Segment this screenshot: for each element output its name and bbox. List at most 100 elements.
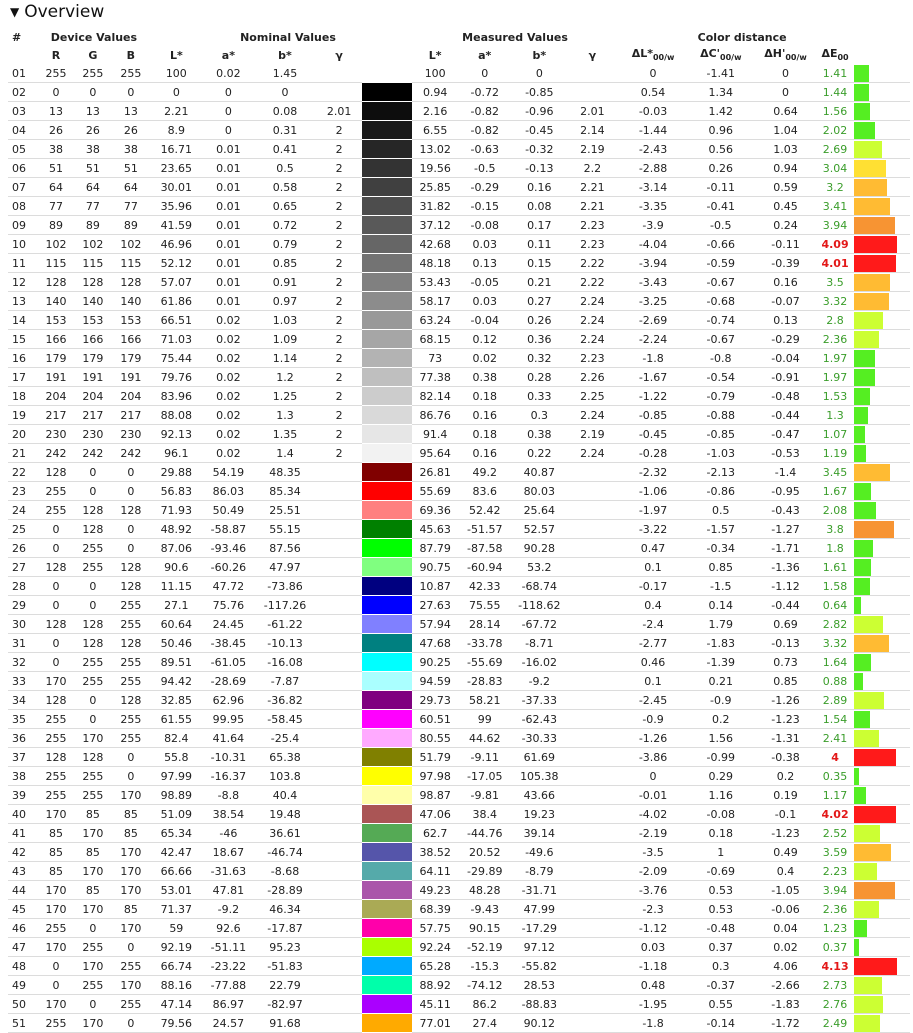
delta-h: -0.43 [753, 500, 818, 520]
nominal-l: 71.03 [149, 329, 204, 349]
measured-l: 98.87 [412, 785, 458, 805]
delta-h: -0.06 [753, 899, 818, 919]
measured-b: 0.16 [511, 177, 568, 197]
device-g: 128 [73, 500, 113, 520]
measured-l: 51.79 [412, 747, 458, 767]
delta-e-bar [852, 462, 910, 482]
color-swatch [361, 311, 413, 330]
nominal-l: 53.01 [149, 880, 204, 900]
measured-gamma [567, 747, 618, 767]
device-b: 51 [112, 158, 150, 178]
table-row: 38 255 255 0 97.99 -16.37 103.8 97.98 -17.05 105.… [8, 766, 910, 786]
measured-b: -37.33 [511, 690, 568, 710]
col-nominal-gamma: γ [335, 48, 343, 62]
table-body: 01 255 255 255 100 0.02 1.45 100 0 0 0 -1.41 0 1.41 02… [8, 64, 910, 1033]
color-swatch [361, 368, 413, 387]
delta-e-bar-fill [854, 748, 897, 766]
nominal-a: 18.67 [203, 842, 254, 862]
delta-e-bar-fill [854, 786, 867, 804]
device-g: 217 [73, 405, 113, 425]
delta-c: 0.5 [688, 500, 754, 520]
swatch-fill [361, 634, 413, 652]
nominal-a: 38.54 [203, 804, 254, 824]
device-b: 85 [112, 823, 150, 843]
device-r: 115 [38, 253, 74, 273]
device-g: 0 [73, 709, 113, 729]
device-b: 102 [112, 234, 150, 254]
col-measured-b: b* [532, 48, 547, 62]
delta-l: -1.97 [617, 500, 689, 520]
measured-b: -62.43 [511, 709, 568, 729]
col-measured-l: L* [428, 48, 442, 62]
row-index: 32 [8, 652, 39, 672]
nominal-b: 0.72 [253, 215, 317, 235]
nominal-b: -61.22 [253, 614, 317, 634]
nominal-b: 1.45 [253, 64, 317, 83]
device-r: 191 [38, 367, 74, 387]
device-r: 255 [38, 1013, 74, 1033]
delta-l: -0.28 [617, 443, 689, 463]
table-row: 19 217 217 217 88.08 0.02 1.3 2 86.76 0.16 0.3 2.24… [8, 405, 910, 425]
device-g: 140 [73, 291, 113, 311]
device-g: 0 [73, 462, 113, 482]
table-row: 27 128 255 128 90.6 -60.26 47.97 90.75 -60.94 53.… [8, 557, 910, 577]
delta-e: 2.49 [817, 1013, 853, 1033]
delta-e-bar-fill [854, 159, 887, 177]
nominal-a: -28.69 [203, 671, 254, 691]
table-row: 18 204 204 204 83.96 0.02 1.25 2 82.14 0.18 0.33 2.… [8, 386, 910, 406]
nominal-gamma [316, 82, 362, 102]
nominal-b: 1.03 [253, 310, 317, 330]
delta-e: 1.23 [817, 918, 853, 938]
swatch-fill [361, 501, 413, 519]
nominal-b: 46.34 [253, 899, 317, 919]
measured-gamma: 2.26 [567, 367, 618, 387]
device-b: 255 [112, 652, 150, 672]
delta-h: 0.2 [753, 766, 818, 786]
nominal-gamma [316, 804, 362, 824]
row-index: 35 [8, 709, 39, 729]
delta-e: 1.67 [817, 481, 853, 501]
swatch-fill [361, 178, 413, 196]
color-swatch [361, 653, 413, 672]
delta-c: 1.34 [688, 82, 754, 102]
nominal-l: 96.1 [149, 443, 204, 463]
nominal-b: 1.3 [253, 405, 317, 425]
measured-l: 73 [412, 348, 458, 368]
device-g: 0 [73, 994, 113, 1014]
delta-e-bar-fill [854, 501, 877, 519]
device-b: 38 [112, 139, 150, 159]
nominal-l: 82.4 [149, 728, 204, 748]
delta-e-bar [852, 595, 910, 615]
delta-e-bar [852, 101, 910, 121]
delta-h: -1.36 [753, 557, 818, 577]
delta-e-bar-fill [854, 596, 862, 614]
device-r: 140 [38, 291, 74, 311]
table-row: 02 0 0 0 0 0 0 0.94 -0.72 -0.85 0.54 1.34 0 1.44 [8, 82, 910, 102]
measured-gamma [567, 728, 618, 748]
collapse-triangle-icon[interactable]: ▼ [10, 5, 20, 19]
delta-h: 0.69 [753, 614, 818, 634]
device-g: 85 [73, 880, 113, 900]
nominal-l: 83.96 [149, 386, 204, 406]
device-g: 255 [73, 785, 113, 805]
delta-l: -1.44 [617, 120, 689, 140]
delta-l: -2.32 [617, 462, 689, 482]
measured-b: -67.72 [511, 614, 568, 634]
device-r: 85 [38, 861, 74, 881]
overview-header[interactable]: ▼ Overview [0, 0, 913, 24]
delta-e-bar [852, 899, 910, 919]
table-row: 47 170 255 0 92.19 -51.11 95.23 92.24 -52.19 97.1… [8, 937, 910, 957]
nominal-a: 0.01 [203, 139, 254, 159]
measured-b: 47.99 [511, 899, 568, 919]
measured-b: 0.36 [511, 329, 568, 349]
measured-b: 0.08 [511, 196, 568, 216]
delta-e-bar-fill [854, 387, 871, 405]
color-swatch [361, 64, 413, 83]
measured-a: 58.21 [457, 690, 512, 710]
nominal-b: -36.82 [253, 690, 317, 710]
delta-h: 0.45 [753, 196, 818, 216]
nominal-l: 0 [149, 82, 204, 102]
delta-c: -0.88 [688, 405, 754, 425]
measured-b: 0.15 [511, 253, 568, 273]
row-index: 39 [8, 785, 39, 805]
